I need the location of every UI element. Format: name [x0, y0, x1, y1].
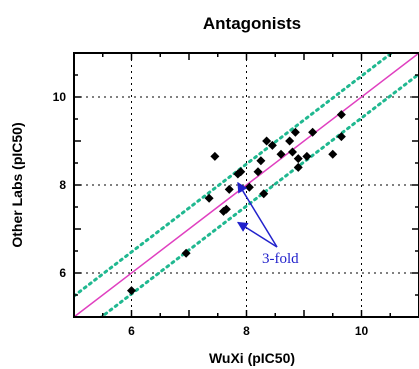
data-point — [336, 110, 346, 120]
data-point — [267, 140, 277, 150]
x-tick-label: 8 — [243, 324, 250, 338]
data-point — [236, 167, 246, 177]
data-point — [224, 184, 234, 194]
data-point — [285, 136, 295, 146]
data-point — [290, 127, 300, 137]
x-tick-label: 6 — [128, 324, 135, 338]
y-tick-label: 6 — [59, 266, 66, 280]
data-points — [127, 110, 346, 296]
annotation-3-fold: 3-fold — [262, 251, 299, 267]
x-axis-label: WuXi (pIC50) — [209, 350, 295, 366]
data-point — [276, 149, 286, 159]
data-point — [288, 147, 297, 157]
data-point — [293, 162, 303, 172]
y-tick-label: 8 — [59, 178, 66, 192]
data-point — [259, 189, 269, 199]
identity-line — [74, 53, 419, 317]
data-point — [253, 167, 263, 177]
axis-ticks: 6 8 10 6 8 10 — [53, 52, 419, 338]
fold-annotation: 3-fold — [236, 181, 299, 267]
data-point — [262, 136, 272, 146]
data-point — [328, 149, 338, 159]
data-point — [127, 286, 136, 296]
data-point — [256, 156, 266, 166]
data-point — [221, 204, 231, 214]
fold-line — [74, 53, 395, 298]
x-tick-label: 10 — [355, 324, 369, 338]
y-axis-label: Other Labs (pIC50) — [9, 122, 25, 247]
data-point — [293, 154, 303, 164]
data-point — [308, 127, 318, 137]
data-point — [336, 132, 346, 142]
y-tick-label: 10 — [53, 90, 67, 104]
data-point — [204, 193, 214, 203]
data-point — [302, 151, 312, 161]
annotation-arrow — [236, 221, 278, 248]
data-point — [210, 151, 220, 161]
data-point — [244, 182, 254, 192]
chart-title: Antagonists — [203, 14, 301, 33]
data-point — [181, 248, 191, 258]
annotation-arrow — [237, 181, 278, 248]
